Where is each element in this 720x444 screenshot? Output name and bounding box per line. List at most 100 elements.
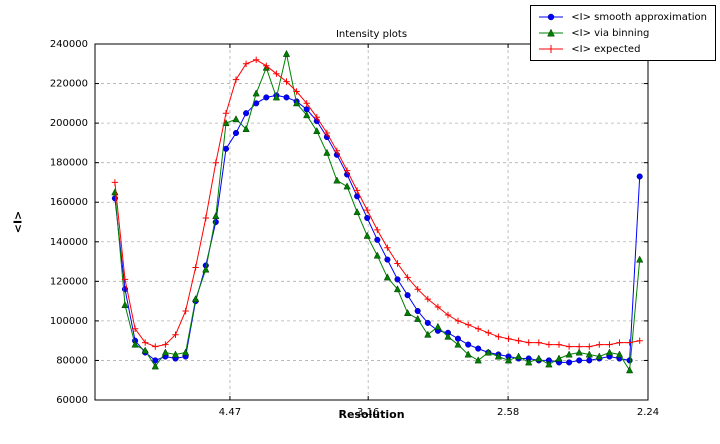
plus-marker-icon [364, 206, 371, 214]
plus-marker-icon [547, 45, 556, 53]
circle-marker-icon [465, 341, 472, 348]
plus-marker-icon [636, 337, 643, 344]
triangle-marker-icon [242, 124, 250, 132]
triangle-marker-icon [111, 188, 119, 196]
plus-marker-icon [192, 264, 199, 271]
plus-marker-icon [475, 325, 482, 332]
triangle-marker-icon [484, 348, 492, 356]
triangle-marker-icon [615, 350, 624, 358]
y-tick-label: 200000 [50, 118, 88, 129]
triangle-marker-icon [202, 265, 210, 273]
plus-marker-icon [626, 339, 633, 346]
triangle-marker-icon [403, 308, 412, 316]
triangle-marker-icon [353, 208, 361, 216]
triangle-marker-icon [363, 231, 371, 239]
plus-marker-icon [273, 70, 280, 77]
plus-marker-icon [404, 274, 411, 281]
plus-marker-icon [565, 343, 573, 350]
plus-marker-icon [232, 76, 240, 83]
circle-marker-icon [232, 129, 240, 137]
triangle-marker-icon [454, 340, 462, 348]
triangle-marker-icon [313, 126, 321, 134]
plus-marker-icon [263, 62, 270, 69]
chart-title: Intensity plots [335, 29, 408, 40]
plus-marker-icon [596, 341, 603, 348]
y-tick-label: 80000 [56, 355, 88, 366]
x-tick-label: 2.58 [497, 407, 519, 418]
x-tick-label: 4.47 [219, 407, 241, 418]
plus-marker-icon [212, 159, 219, 166]
legend: <I> smooth approximation <I> via binning… [530, 5, 716, 61]
triangle-marker-icon [565, 350, 573, 358]
x-tick-label: 2.24 [637, 407, 659, 418]
plus-marker-icon [535, 339, 542, 346]
triangle-marker-icon [535, 354, 543, 362]
y-tick-label: 100000 [50, 316, 88, 327]
y-tick-label: 220000 [50, 79, 88, 90]
triangle-marker-icon [625, 366, 634, 374]
plus-marker-icon [242, 60, 250, 67]
circle-marker-icon [414, 307, 421, 315]
plus-marker-icon [202, 214, 209, 222]
triangle-marker-icon [444, 332, 452, 340]
triangle-marker-icon [171, 350, 180, 358]
circle-marker-icon [547, 13, 555, 21]
series-line [114, 59, 640, 348]
plus-marker-icon [495, 333, 502, 340]
plus-marker-icon [121, 276, 129, 283]
circle-marker-icon [283, 94, 290, 101]
triangle-marker-icon [545, 360, 553, 368]
triangle-marker-icon [555, 354, 563, 362]
legend-item-smooth-approximation: <I> smooth approximation [537, 9, 707, 25]
circle-marker-icon [636, 173, 643, 180]
triangle-marker-icon [494, 352, 503, 360]
triangle-marker-icon [514, 352, 523, 360]
plus-marker-icon [394, 260, 401, 267]
plus-marker-icon [515, 337, 522, 344]
triangle-marker-icon [434, 322, 442, 330]
triangle-marker-icon [595, 352, 603, 360]
circle-marker-icon [374, 236, 381, 243]
triangle-marker-icon [232, 115, 240, 123]
y-axis-label: <I> [11, 210, 25, 234]
plus-marker-icon [485, 329, 492, 336]
legend-item-expected: <I> expected [537, 41, 707, 57]
triangle-marker-icon [575, 348, 583, 356]
triangle-marker-icon [151, 362, 159, 370]
circle-marker-icon [576, 357, 583, 364]
plus-marker-icon [353, 187, 361, 194]
plus-marker-icon [616, 339, 623, 346]
circle-marker-icon [364, 214, 371, 222]
triangle-marker-icon [292, 99, 301, 107]
circle-marker-icon [475, 345, 482, 352]
triangle-marker-icon [393, 285, 402, 293]
triangle-marker-icon [343, 182, 351, 190]
circle-marker-icon [586, 357, 593, 364]
triangle-marker-icon [191, 295, 200, 303]
triangle-marker-icon [131, 340, 139, 348]
plus-marker-icon [545, 341, 553, 348]
plus-marker-icon [525, 339, 532, 346]
plot-frame [94, 43, 649, 401]
y-tick-label: 240000 [50, 39, 88, 50]
circle-marker-icon [566, 359, 573, 366]
series-1 [111, 49, 644, 374]
plus-marker-icon [222, 110, 230, 117]
circle-marker-icon [243, 110, 250, 117]
legend-label: <I> smooth approximation [571, 11, 707, 23]
plus-marker-icon [414, 286, 421, 293]
grid: 60000 80000 100000 120000 140000 160000 180000… [50, 39, 659, 418]
triangle-marker-icon [474, 356, 482, 364]
circle-marker-icon [394, 276, 401, 283]
series-line [114, 53, 641, 372]
triangle-marker-icon [414, 314, 422, 322]
plus-marker-icon [323, 129, 331, 137]
plus-marker-icon [505, 335, 512, 342]
triangle-marker-icon [161, 348, 170, 356]
triangle-marker-icon [121, 301, 129, 309]
plus-marker-icon [152, 343, 159, 350]
plus-marker-icon [444, 311, 452, 319]
plus-marker-icon [555, 341, 563, 348]
plus-marker-icon [303, 100, 310, 107]
